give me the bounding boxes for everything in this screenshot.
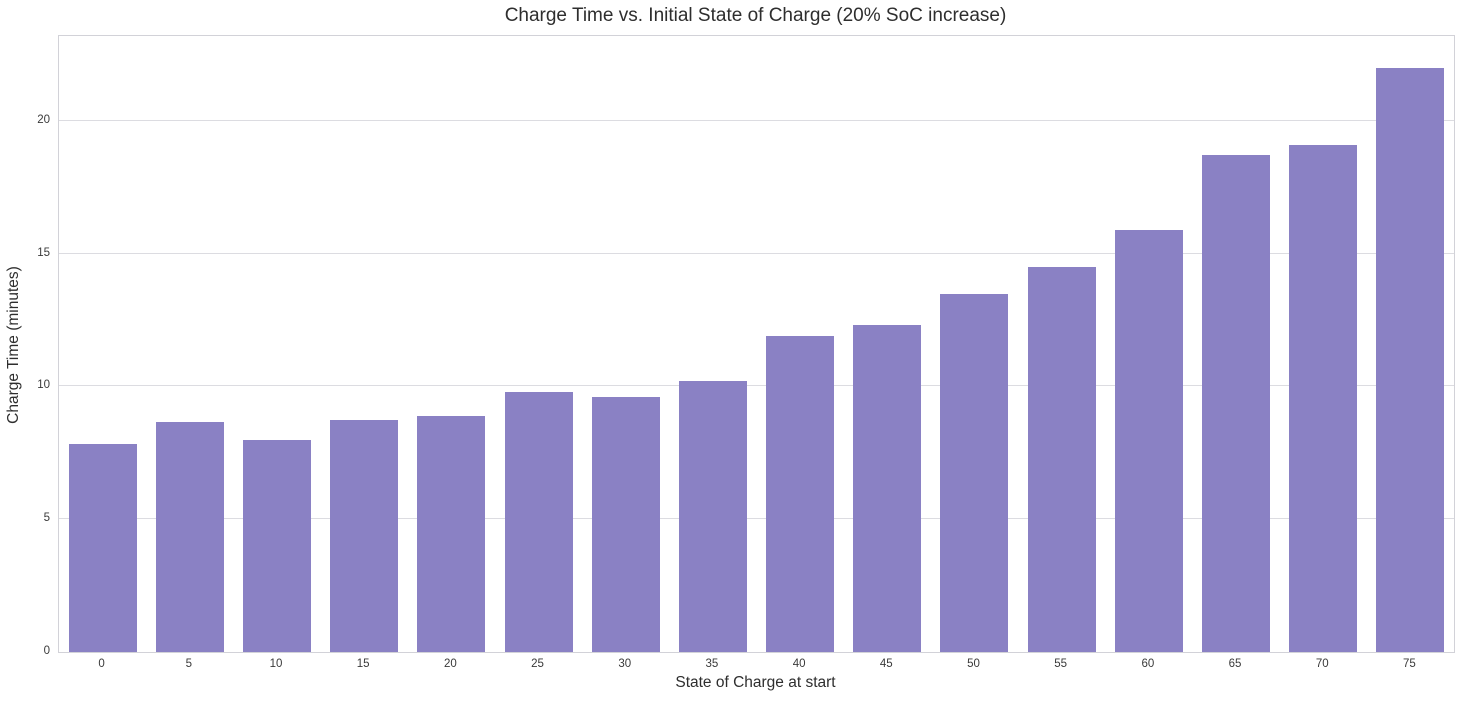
bar-soc-10 — [243, 440, 311, 652]
bar-soc-40 — [766, 336, 834, 652]
xtick-label-55: 55 — [1054, 658, 1068, 670]
bar-soc-70 — [1289, 145, 1357, 652]
bar-soc-30 — [592, 397, 660, 652]
xtick-label-25: 25 — [531, 658, 544, 670]
chart-title: Charge Time vs. Initial State of Charge … — [504, 5, 1007, 26]
xtick-label-50: 50 — [967, 658, 980, 670]
xtick-label-75: 75 — [1403, 658, 1416, 670]
xtick-label-70: 70 — [1315, 658, 1329, 670]
bar-soc-55 — [1028, 267, 1096, 652]
ytick-label-15: 15 — [37, 246, 50, 259]
gridline-y-10 — [59, 385, 1454, 387]
y-axis-label: Charge Time (minutes) — [5, 266, 22, 424]
xtick-label-30: 30 — [618, 658, 632, 670]
xtick-label-35: 35 — [705, 658, 719, 670]
bar-soc-35 — [679, 381, 747, 652]
xtick-label-60: 60 — [1141, 658, 1155, 670]
bar-soc-0 — [69, 444, 137, 652]
ytick-label-20: 20 — [37, 113, 50, 126]
gridline-y-5 — [59, 518, 1454, 520]
gridline-y-20 — [59, 119, 1454, 121]
plot-area — [58, 35, 1455, 653]
ytick-label-5: 5 — [43, 512, 50, 525]
x-axis-label: State of Charge at start — [675, 674, 836, 691]
xtick-label-10: 10 — [269, 658, 283, 670]
bar-soc-15 — [330, 420, 398, 652]
bar-soc-25 — [505, 392, 573, 652]
xtick-label-20: 20 — [443, 658, 457, 670]
bar-soc-75 — [1376, 68, 1444, 652]
ytick-label-10: 10 — [37, 379, 50, 392]
xtick-label-0: 0 — [98, 658, 105, 670]
xtick-label-45: 45 — [879, 658, 893, 670]
xtick-label-15: 15 — [356, 658, 370, 670]
bar-soc-60 — [1115, 230, 1183, 652]
xtick-label-5: 5 — [185, 658, 192, 670]
bar-soc-45 — [853, 325, 921, 652]
bar-soc-5 — [156, 422, 224, 652]
gridline-y-15 — [59, 252, 1454, 254]
ytick-label-0: 0 — [43, 645, 50, 657]
xtick-label-40: 40 — [792, 658, 806, 670]
bar-soc-50 — [940, 294, 1008, 652]
bar-soc-65 — [1202, 155, 1270, 652]
bar-soc-20 — [417, 416, 485, 652]
xtick-label-65: 65 — [1228, 658, 1242, 670]
